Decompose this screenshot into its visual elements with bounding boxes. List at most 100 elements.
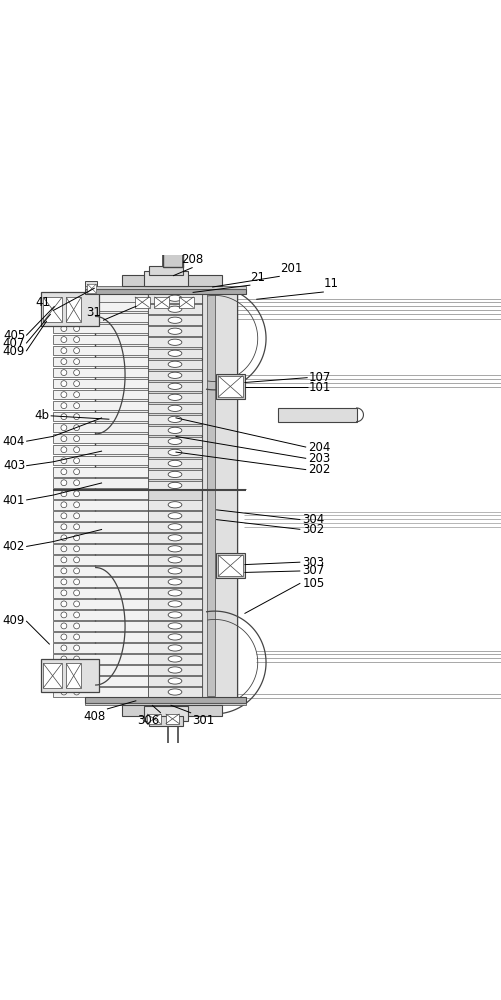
Circle shape — [61, 425, 67, 431]
Bar — [278, 408, 357, 422]
Bar — [122, 705, 222, 716]
Circle shape — [61, 612, 67, 618]
Bar — [148, 337, 202, 347]
Ellipse shape — [168, 612, 182, 618]
Bar — [216, 374, 244, 399]
Ellipse shape — [168, 328, 182, 334]
Bar — [53, 522, 148, 532]
Circle shape — [61, 337, 67, 343]
Circle shape — [74, 326, 80, 331]
Circle shape — [74, 491, 80, 497]
Ellipse shape — [168, 590, 182, 596]
Bar — [148, 371, 202, 380]
Bar — [148, 415, 202, 424]
Ellipse shape — [168, 383, 182, 389]
Ellipse shape — [168, 568, 182, 574]
Circle shape — [74, 359, 80, 365]
Bar — [53, 390, 148, 399]
Ellipse shape — [168, 689, 182, 695]
Text: 405: 405 — [3, 329, 25, 342]
Bar — [148, 687, 202, 697]
Bar — [53, 533, 148, 543]
Circle shape — [74, 568, 80, 574]
Bar — [85, 703, 246, 705]
Circle shape — [74, 689, 80, 695]
Text: 306: 306 — [137, 714, 159, 727]
Circle shape — [61, 667, 67, 673]
Ellipse shape — [168, 460, 182, 467]
Bar — [53, 324, 148, 333]
Text: 107: 107 — [309, 371, 332, 384]
Bar — [53, 599, 148, 609]
Circle shape — [61, 447, 67, 453]
Circle shape — [61, 502, 67, 508]
Bar — [53, 445, 148, 454]
Bar — [207, 294, 214, 696]
Circle shape — [61, 414, 67, 420]
Bar — [53, 335, 148, 344]
Circle shape — [74, 348, 80, 354]
Text: 203: 203 — [308, 452, 330, 465]
Text: 201: 201 — [280, 262, 302, 275]
Ellipse shape — [168, 513, 182, 519]
Circle shape — [74, 480, 80, 486]
Circle shape — [61, 370, 67, 376]
Ellipse shape — [168, 601, 182, 607]
Ellipse shape — [168, 339, 182, 345]
Bar — [53, 357, 148, 366]
Bar — [148, 577, 202, 587]
Bar — [148, 676, 202, 686]
Bar — [95, 290, 236, 701]
Circle shape — [61, 689, 67, 695]
Bar — [53, 555, 148, 565]
Bar — [148, 544, 202, 554]
Bar — [53, 676, 148, 686]
Ellipse shape — [168, 678, 182, 684]
Bar — [53, 654, 148, 664]
Circle shape — [74, 403, 80, 409]
Bar — [122, 275, 222, 286]
Bar — [53, 544, 148, 554]
Bar — [148, 382, 202, 391]
Circle shape — [74, 425, 80, 431]
Ellipse shape — [168, 524, 182, 530]
Circle shape — [74, 414, 80, 420]
Bar — [148, 470, 202, 479]
Bar — [85, 289, 246, 294]
Circle shape — [74, 634, 80, 640]
Ellipse shape — [168, 416, 182, 422]
Text: 101: 101 — [309, 381, 332, 394]
Ellipse shape — [168, 449, 182, 455]
Bar — [149, 266, 183, 275]
Ellipse shape — [168, 546, 182, 552]
Ellipse shape — [168, 361, 182, 367]
Bar — [148, 665, 202, 675]
Ellipse shape — [168, 471, 182, 478]
Bar — [154, 297, 169, 308]
Bar — [53, 665, 148, 675]
Bar — [148, 393, 202, 402]
Bar — [135, 297, 149, 308]
Bar — [148, 654, 202, 664]
Text: 202: 202 — [308, 463, 330, 476]
Text: 208: 208 — [181, 253, 204, 266]
Ellipse shape — [168, 656, 182, 662]
Circle shape — [61, 480, 67, 486]
Bar — [148, 599, 202, 609]
Circle shape — [61, 436, 67, 442]
Bar — [85, 697, 246, 703]
Circle shape — [74, 645, 80, 651]
Bar — [147, 714, 161, 724]
Bar — [53, 588, 148, 598]
Bar — [53, 478, 148, 488]
Circle shape — [61, 634, 67, 640]
Bar — [41, 292, 99, 326]
Ellipse shape — [168, 535, 182, 541]
Bar — [148, 293, 202, 303]
Circle shape — [61, 524, 67, 530]
Bar — [218, 555, 242, 576]
Bar — [53, 368, 148, 377]
Circle shape — [61, 546, 67, 552]
Ellipse shape — [168, 502, 182, 508]
Bar — [148, 360, 202, 369]
